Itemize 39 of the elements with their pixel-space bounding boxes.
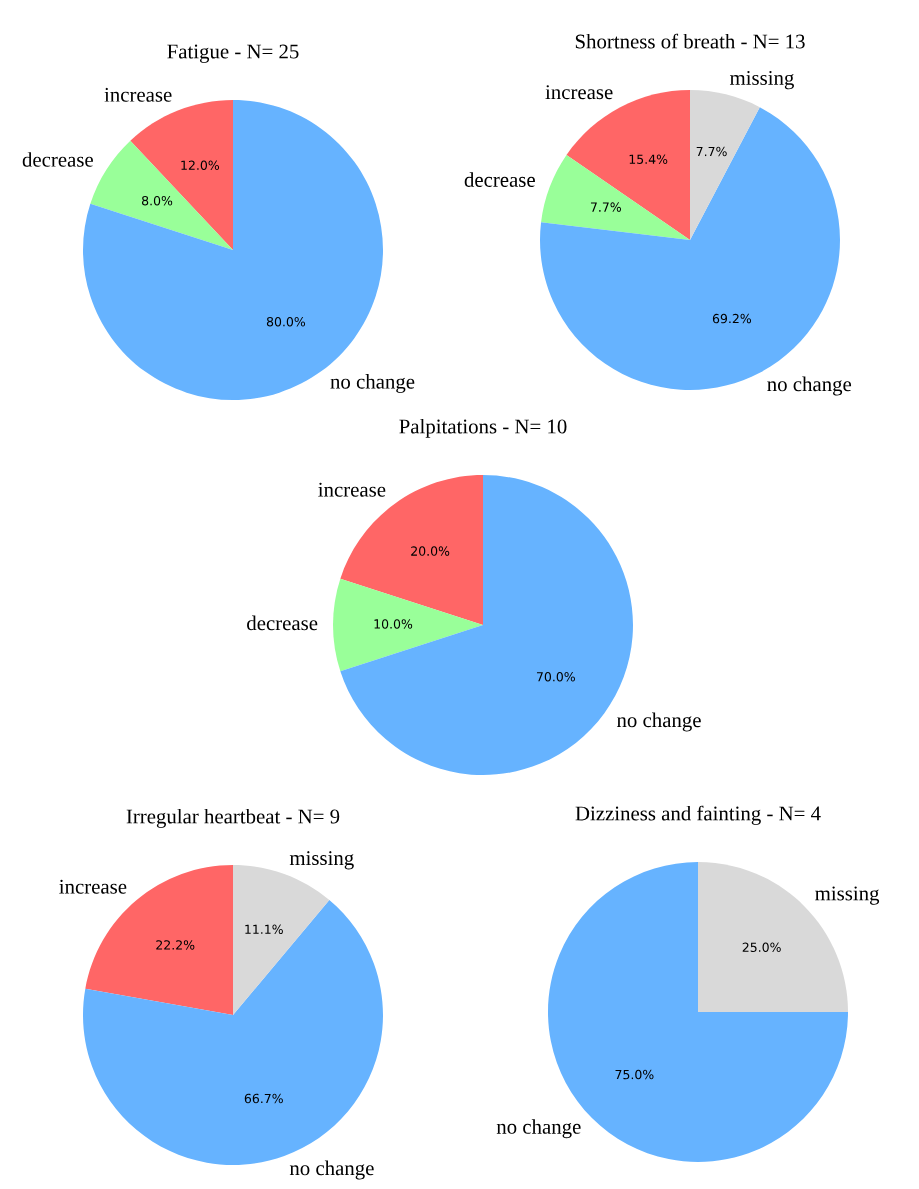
chart-title: Irregular heartbeat - N= 9 (126, 808, 340, 828)
data-label: 66.7% (244, 1093, 283, 1104)
pie-slice (690, 90, 760, 240)
pie-slice (541, 154, 690, 240)
data-label: 70.0% (536, 672, 575, 682)
data-label: 10.0% (374, 619, 413, 629)
slice-label: decrease (247, 615, 318, 631)
slice-label: missing (289, 851, 354, 870)
slice-label: decrease (22, 152, 93, 167)
data-label: 7.7% (590, 202, 621, 212)
slice-label: decrease (464, 172, 535, 187)
data-label: 75.0% (615, 1069, 654, 1080)
slice-label: increase (545, 85, 613, 100)
chart-title: Palpitations - N= 10 (399, 418, 567, 438)
data-label: 80.0% (266, 316, 306, 327)
data-label: 69.2% (712, 313, 752, 324)
chart-title: Shortness of breath - N= 13 (575, 33, 805, 49)
slice-label: missing (815, 886, 880, 905)
chart-title: Dizziness and fainting - N= 4 (575, 805, 821, 825)
data-label: 25.0% (742, 942, 781, 952)
slice-label: increase (59, 879, 127, 894)
slice-label: missing (729, 70, 794, 90)
data-label: 8.0% (141, 195, 173, 206)
slice-label: no change (330, 374, 415, 393)
pie-slice (130, 100, 233, 250)
data-label: 11.1% (245, 924, 283, 935)
data-label: 22.2% (156, 940, 195, 950)
slice-label: no change (616, 712, 701, 732)
slice-label: no change (496, 1119, 581, 1139)
slice-label: increase (318, 482, 386, 497)
slice-label: no change (767, 376, 852, 396)
data-label: 7.7% (696, 146, 727, 157)
chart-title: Fatigue - N= 25 (167, 44, 299, 63)
data-label: 20.0% (411, 546, 450, 556)
slice-label: increase (104, 87, 172, 102)
data-label: 12.0% (181, 160, 220, 170)
slice-label: no change (289, 1160, 374, 1180)
data-label: 15.4% (629, 154, 668, 164)
pie-slice (333, 578, 483, 672)
